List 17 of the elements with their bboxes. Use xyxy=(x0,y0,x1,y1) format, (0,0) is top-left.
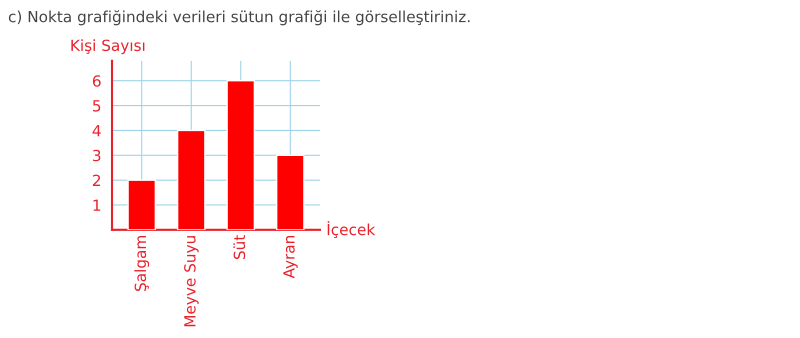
y-tick-label: 3 xyxy=(93,150,100,162)
x-tick-label: Şalgam xyxy=(134,236,150,291)
bar xyxy=(127,179,156,230)
y-tick-label: 2 xyxy=(92,174,100,186)
y-axis-title: Kişi Sayısı xyxy=(71,39,144,54)
bar xyxy=(226,80,256,230)
y-tick-label: 1 xyxy=(94,200,100,211)
y-tick-label: 6 xyxy=(92,75,101,87)
bar xyxy=(176,130,206,230)
chart-title: c) Nokta grafiğindeki verileri sütun grafiği ile görselleştiriniz. xyxy=(8,10,470,26)
x-tick-label: Meyve Suyu xyxy=(184,236,199,326)
x-tick-label: Süt xyxy=(233,235,246,260)
bar xyxy=(276,154,305,230)
y-tick-label: 4 xyxy=(92,125,101,136)
y-tick-label: 5 xyxy=(93,100,100,112)
x-tick-label: Ayran xyxy=(283,236,298,278)
x-axis-title: İçecek xyxy=(328,221,376,238)
